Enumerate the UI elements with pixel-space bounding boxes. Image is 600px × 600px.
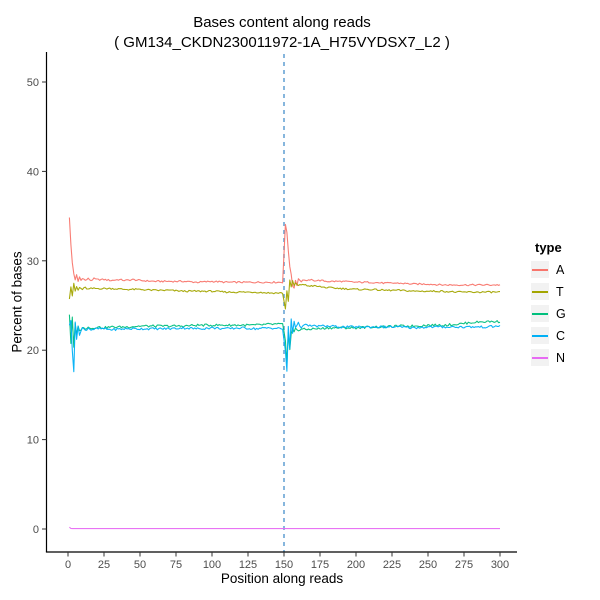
x-tick-label: 75 [170,559,182,571]
legend-key-C [531,327,549,344]
x-tick-label: 150 [275,559,293,571]
y-tick-label: 10 [27,435,39,447]
legend-item-C: C [531,327,566,344]
legend-label-A: A [556,262,565,277]
legend-key-line-icon [532,312,548,315]
axes-layer [45,52,517,553]
x-tick-label: 50 [134,559,146,571]
y-tick-label: 30 [27,256,39,268]
legend-key-line-icon [532,356,548,359]
legend-key-line-icon [532,290,548,293]
x-tick-label: 250 [419,559,437,571]
x-tick-label: 225 [383,559,401,571]
chart-title: Bases content along reads [193,14,371,31]
series-line-A [68,217,501,289]
y-tick-label: 20 [27,345,39,357]
legend-item-A: A [531,261,566,278]
x-tick-label: 300 [491,559,509,571]
series-line-G [68,314,501,364]
ticks-layer: 0 25 50 75 100 125 150 175 200 225 250 275 300 0 10 20 3… [27,77,509,571]
legend-key-line-icon [532,268,548,271]
chart-title-block: Bases content along reads ( GM134_CKDN23… [0,13,564,53]
y-tick-label: 50 [27,77,39,89]
legend-key-G [531,305,549,322]
legend-key-A [531,261,549,278]
y-axis-title: Percent of bases [9,251,25,353]
legend-title: type [535,240,562,255]
legend-item-G: G [531,305,566,322]
series-line-T [68,279,500,310]
y-tick-label: 0 [33,524,39,536]
legend-label-T: T [556,284,564,299]
x-tick-label: 175 [311,559,329,571]
series-line-C [68,318,501,373]
legend-label-G: G [556,306,566,321]
series-layer [68,217,501,530]
legend-key-N [531,349,549,366]
legend-key-T [531,283,549,300]
x-tick-label: 275 [455,559,473,571]
chart-subtitle: ( GM134_CKDN230011972-1A_H75VYDSX7_L2 ) [114,34,450,51]
legend-item-T: T [531,283,566,300]
x-tick-label: 125 [239,559,257,571]
series-line-N [69,526,500,530]
legend-label-C: C [556,328,566,343]
legend-key-line-icon [532,334,548,337]
legend-item-N: N [531,349,566,366]
x-tick-label: 0 [65,559,71,571]
x-axis-title: Position along reads [220,571,344,586]
legend-label-N: N [556,350,566,365]
y-tick-label: 40 [27,166,39,178]
x-tick-label: 25 [98,559,110,571]
x-tick-label: 100 [203,559,221,571]
x-tick-label: 200 [347,559,365,571]
